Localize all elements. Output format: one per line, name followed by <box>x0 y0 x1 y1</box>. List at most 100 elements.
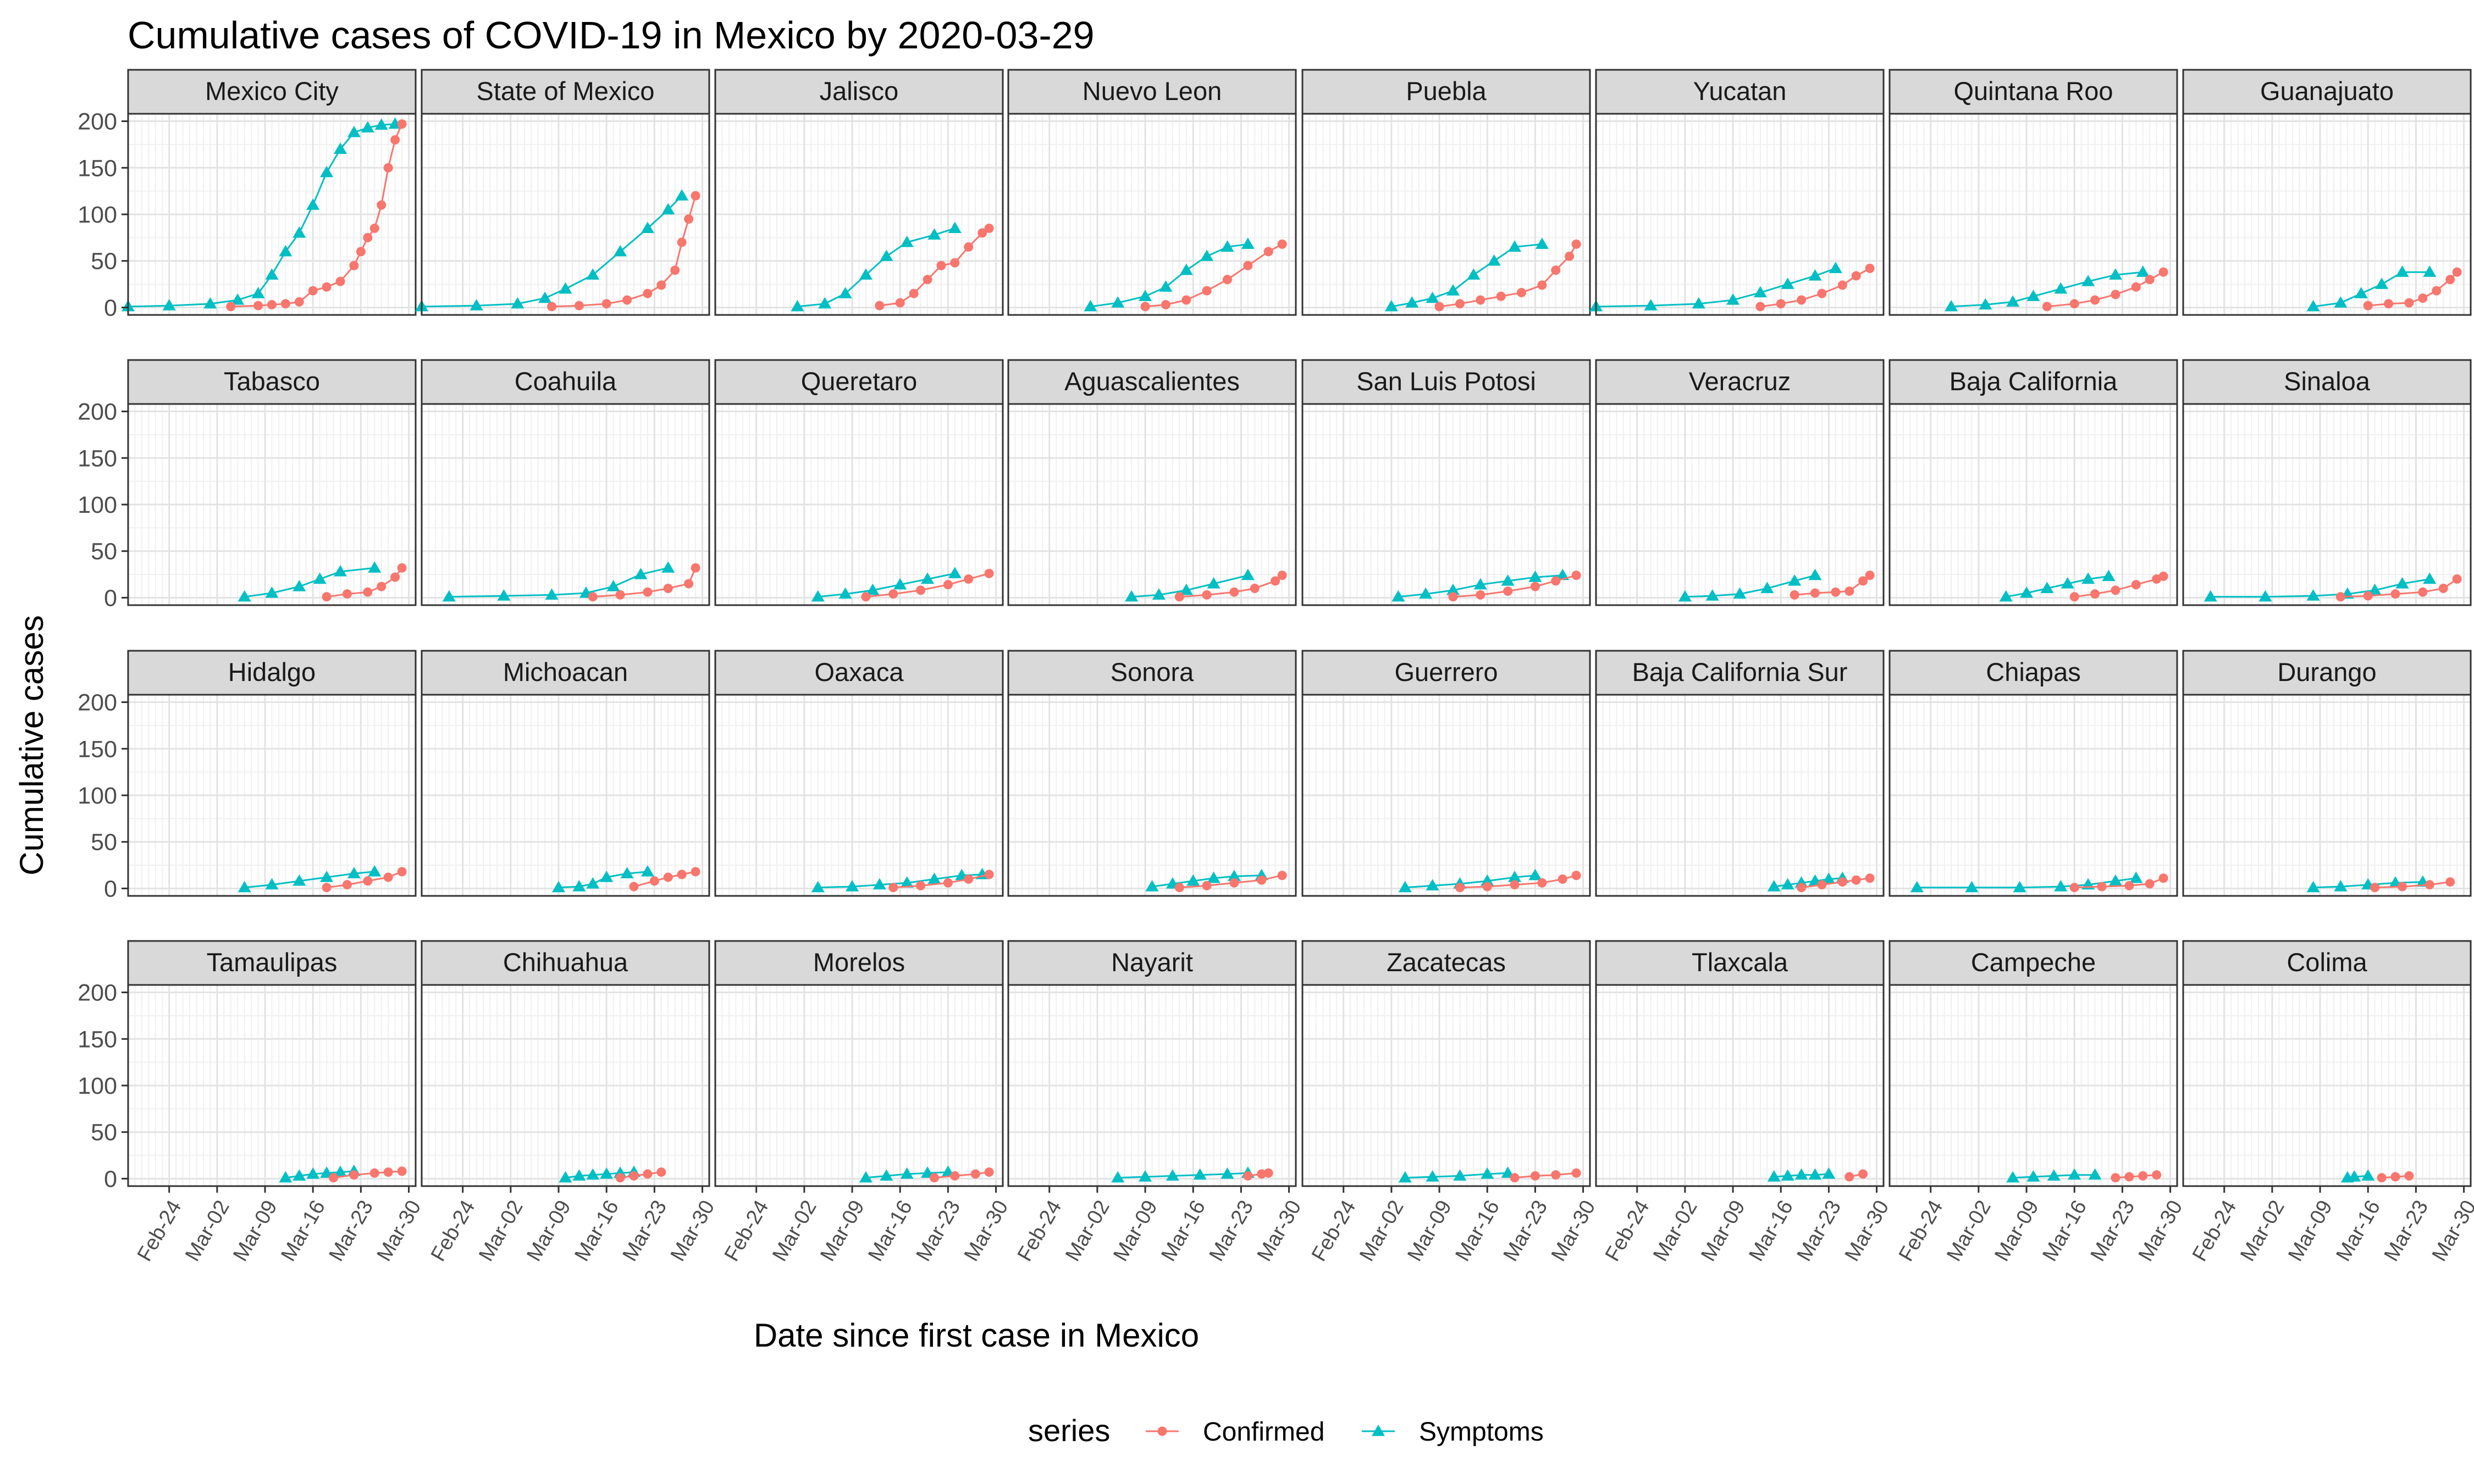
data-point-symptoms <box>1473 578 1487 590</box>
chart-title: Cumulative cases of COVID-19 in Mexico b… <box>128 14 1095 57</box>
panel-strip-label: Baja California <box>1950 367 2118 396</box>
x-tick-label: Mar-16 <box>1451 1197 1504 1265</box>
panel-border <box>2182 694 2472 897</box>
series-confirmed <box>861 568 994 602</box>
data-point-symptoms <box>1487 254 1501 266</box>
y-tick-label: 50 <box>91 248 117 275</box>
data-point-symptoms <box>306 198 320 210</box>
series-confirmed <box>2335 574 2462 602</box>
data-point-confirmed <box>369 1168 379 1178</box>
panel-strip-label: Nuevo Leon <box>1083 76 1222 106</box>
data-point-symptoms <box>1221 240 1234 252</box>
panel-strip <box>714 69 1004 115</box>
data-point-confirmed <box>916 881 926 890</box>
series-confirmed <box>2069 873 2168 893</box>
panel-baja-california-sur: Baja California Sur <box>1595 650 1885 897</box>
series-line <box>934 1171 990 1179</box>
data-point-confirmed <box>1448 592 1458 602</box>
panel-strip-label: Sinaloa <box>2284 367 2371 396</box>
data-point-symptoms <box>1705 589 1719 601</box>
panel-strip-label: Nayarit <box>1111 948 1193 977</box>
data-point-symptoms <box>2026 1170 2040 1182</box>
x-tick-label: Mar-16 <box>2038 1197 2091 1265</box>
data-point-confirmed <box>2452 267 2462 277</box>
data-point-confirmed <box>267 300 277 309</box>
data-point-confirmed <box>1202 590 1212 600</box>
data-point-confirmed <box>1858 576 1868 586</box>
series-line <box>551 195 697 308</box>
panel-border <box>714 984 1004 1187</box>
data-point-confirmed <box>1455 883 1465 893</box>
data-point-symptoms <box>231 293 245 305</box>
data-point-symptoms <box>572 880 586 891</box>
data-point-symptoms <box>2088 1168 2102 1180</box>
panel-border <box>1007 403 1297 606</box>
data-point-symptoms <box>2423 265 2437 277</box>
x-tick-label: Mar-09 <box>1697 1197 1750 1265</box>
panel-grid <box>1595 404 1884 605</box>
data-point-symptoms <box>2040 582 2054 594</box>
data-point-symptoms <box>334 142 347 154</box>
panel-guerrero: Guerrero <box>1301 650 1591 897</box>
data-point-confirmed <box>2042 302 2052 312</box>
data-point-symptoms <box>811 881 825 893</box>
series-symptoms <box>122 117 402 312</box>
x-tick-label: Feb-24 <box>133 1197 186 1265</box>
panel-grid <box>1008 985 1296 1186</box>
data-point-symptoms <box>279 1171 292 1183</box>
x-tick-label: Feb-24 <box>1307 1197 1361 1265</box>
data-point-symptoms <box>859 268 872 280</box>
data-point-symptoms <box>368 561 382 573</box>
data-point-confirmed <box>2404 1171 2414 1181</box>
data-point-confirmed <box>1571 1168 1581 1178</box>
panel-strip <box>1888 650 2178 696</box>
data-point-symptoms <box>1910 881 1924 893</box>
data-point-symptoms <box>1808 269 1822 281</box>
data-point-symptoms <box>238 590 251 602</box>
data-point-confirmed <box>629 1171 639 1181</box>
panel-strip-label: Zacatecas <box>1387 948 1506 977</box>
panel-grid <box>1595 985 1884 1186</box>
data-point-confirmed <box>1755 302 1765 312</box>
data-point-symptoms <box>1241 568 1255 580</box>
data-point-confirmed <box>383 163 393 173</box>
data-point-confirmed <box>2432 286 2442 296</box>
data-point-confirmed <box>2397 882 2407 891</box>
data-point-symptoms <box>559 282 572 294</box>
x-tick-label: Mar-16 <box>277 1197 330 1265</box>
data-point-confirmed <box>2158 571 2168 581</box>
x-tick-label: Mar-16 <box>2332 1197 2385 1265</box>
data-point-confirmed <box>1174 592 1184 602</box>
data-point-confirmed <box>383 872 393 882</box>
data-point-confirmed <box>2445 275 2455 285</box>
data-point-confirmed <box>895 298 905 308</box>
data-point-symptoms <box>361 121 374 133</box>
series-confirmed <box>2069 571 2168 602</box>
data-point-confirmed <box>2069 299 2079 309</box>
panel-grid <box>2183 695 2471 896</box>
data-point-symptoms <box>1781 1169 1794 1181</box>
data-point-confirmed <box>2131 580 2141 590</box>
data-point-confirmed <box>2158 267 2168 277</box>
data-point-symptoms <box>1111 1171 1125 1183</box>
data-point-confirmed <box>1181 295 1191 305</box>
data-point-symptoms <box>846 880 859 891</box>
data-point-confirmed <box>349 261 359 270</box>
panel-border <box>1595 694 1885 897</box>
data-point-symptoms <box>251 287 265 298</box>
panel-grid <box>128 985 416 1186</box>
data-point-symptoms <box>2061 577 2074 589</box>
data-point-confirmed <box>2158 873 2168 883</box>
panel-grid <box>1889 695 2178 896</box>
data-point-confirmed <box>1277 571 1287 580</box>
legend: series Confirmed Symptoms <box>1028 1413 1544 1448</box>
data-point-confirmed <box>2111 290 2120 300</box>
panel-strip <box>127 940 417 986</box>
x-tick-label: Mar-30 <box>1547 1197 1600 1265</box>
panel-strip <box>1888 359 2178 405</box>
data-point-confirmed <box>1243 1171 1253 1181</box>
y-tick-label: 0 <box>104 585 117 611</box>
data-point-symptoms <box>948 567 962 579</box>
data-point-confirmed <box>369 223 379 233</box>
data-point-symptoms <box>2375 278 2389 289</box>
